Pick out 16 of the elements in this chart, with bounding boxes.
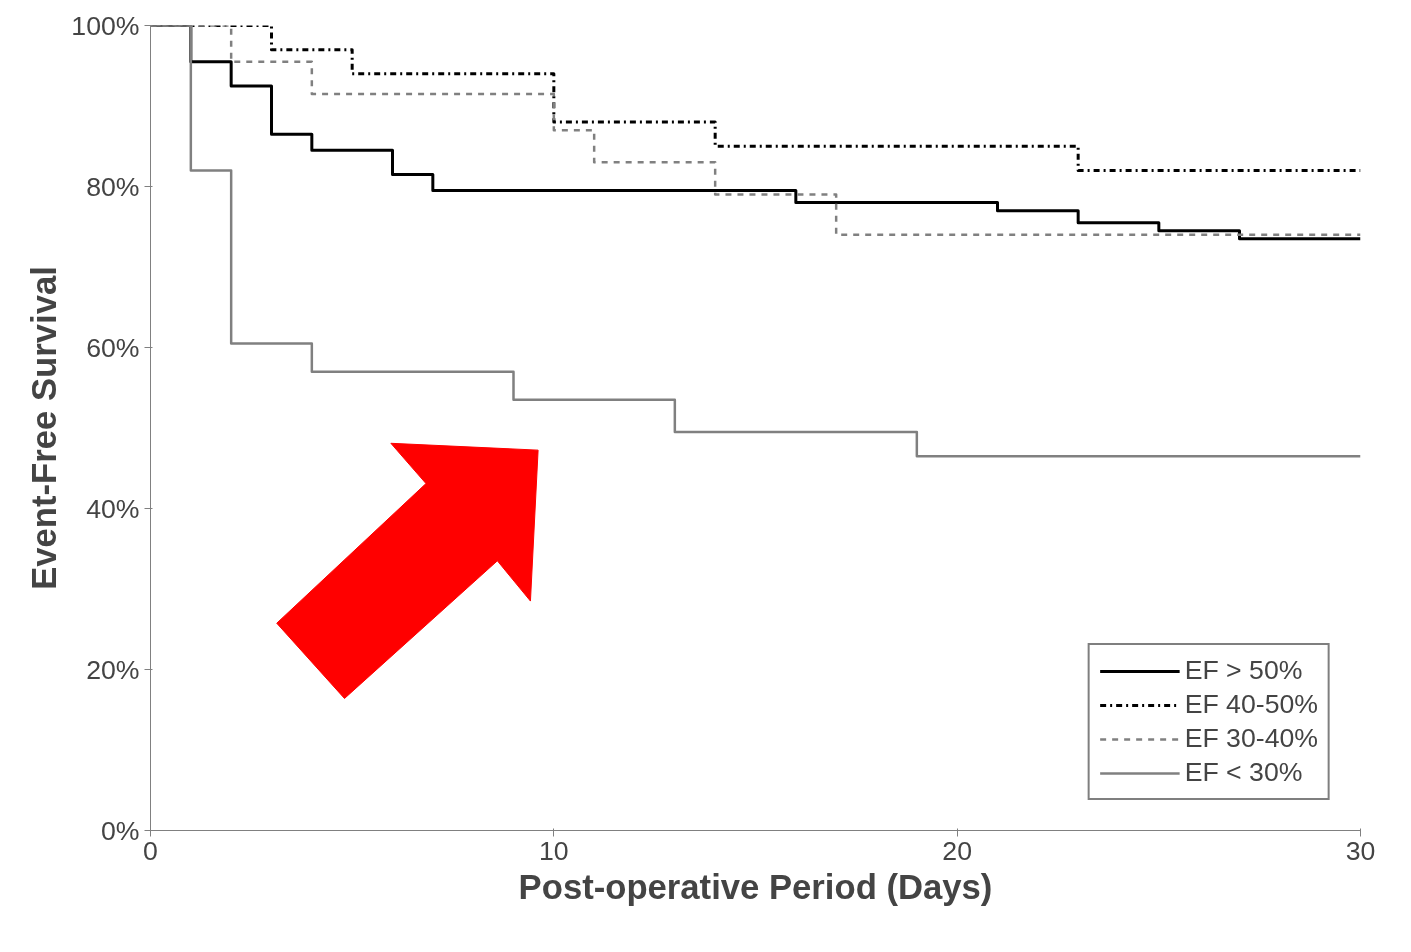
y-axis-title: Event-Free Survival	[25, 266, 64, 590]
x-tick-label: 0	[143, 835, 158, 866]
y-tick-label: 100%	[71, 10, 140, 41]
legend-label: EF 30-40%	[1184, 723, 1318, 754]
y-tick-label: 80%	[86, 171, 140, 202]
legend-label: EF 40-50%	[1184, 689, 1318, 720]
x-tick-label: 30	[1345, 835, 1376, 866]
x-tick-label: 10	[539, 835, 569, 866]
y-tick-label: 40%	[86, 493, 140, 524]
legend-label: EF < 30%	[1184, 757, 1303, 788]
y-tick-label: 60%	[86, 332, 140, 363]
x-tick-label: 20	[942, 835, 972, 866]
legend-label: EF > 50%	[1184, 655, 1303, 686]
y-tick-label: 0%	[100, 815, 140, 846]
x-axis-title: Post-operative Period (Days)	[518, 867, 993, 906]
y-tick-label: 20%	[86, 654, 140, 685]
